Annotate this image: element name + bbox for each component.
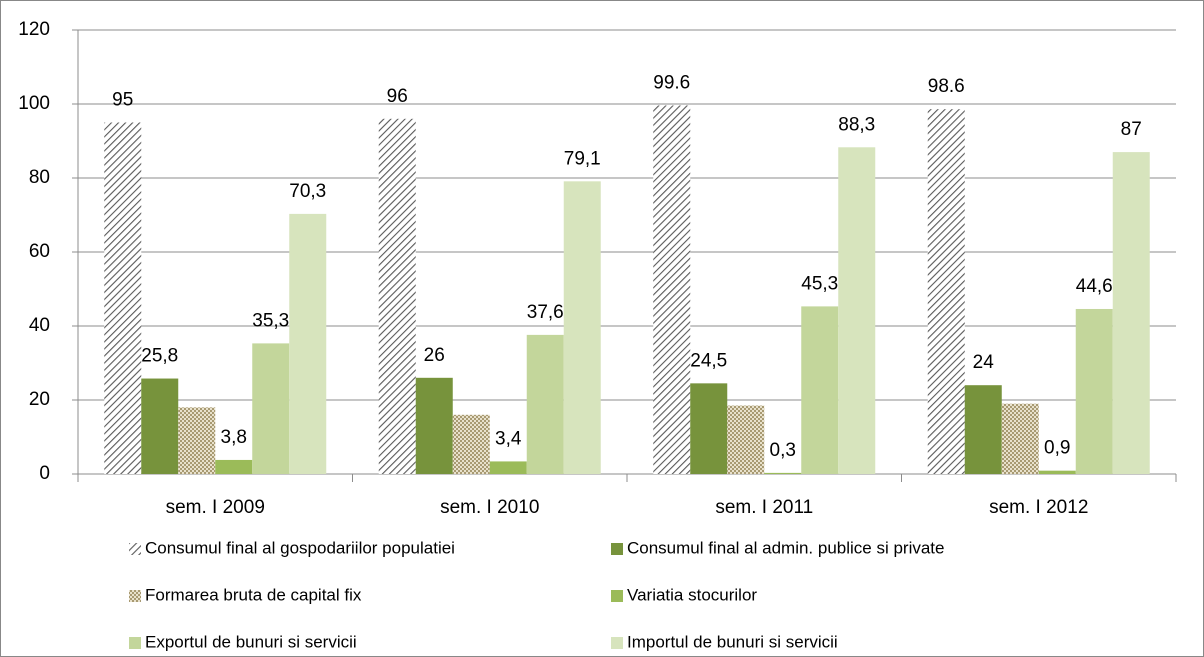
value-label: 79,1 (564, 148, 601, 169)
y-tick-label: 120 (18, 19, 50, 40)
bar (563, 181, 601, 474)
bar (526, 334, 564, 474)
bar (215, 459, 253, 474)
value-label: 0,3 (770, 440, 796, 461)
bar (653, 105, 691, 474)
value-label: 88,3 (838, 114, 875, 135)
value-label: 95 (112, 90, 133, 111)
x-tick-label: sem. I 2011 (715, 497, 813, 518)
value-label: 96 (387, 86, 408, 107)
legend-swatch (129, 543, 141, 555)
legend-label: Exportul de bunuri si servicii (145, 632, 357, 651)
bar (104, 122, 142, 474)
bar (1038, 470, 1076, 474)
x-tick-label: sem. I 2012 (989, 497, 1088, 518)
bar (727, 405, 765, 474)
bar (378, 118, 416, 475)
legend-swatch (611, 543, 623, 555)
legend-label: Variatia stocurilor (627, 585, 757, 604)
y-tick-label: 0 (39, 463, 50, 484)
value-label: 26 (424, 345, 445, 366)
bar (178, 407, 216, 474)
value-label: 45,3 (801, 273, 838, 294)
legend-label: Consumul final al gospodariilor populati… (145, 538, 455, 557)
legend-swatch (611, 590, 623, 602)
value-label: 3,8 (221, 427, 247, 448)
value-label: 44,6 (1076, 276, 1113, 297)
y-tick-label: 100 (18, 93, 50, 114)
y-tick-label: 60 (29, 241, 50, 262)
value-label: 35,3 (252, 310, 289, 331)
bar (1112, 152, 1150, 474)
bar (452, 414, 490, 474)
value-label: 0,9 (1044, 438, 1070, 459)
bar (801, 306, 839, 474)
bar (690, 383, 728, 474)
value-label: 98.6 (928, 76, 965, 97)
bar (838, 147, 876, 475)
value-label: 70,3 (289, 181, 326, 202)
bar (1001, 403, 1039, 474)
bar (289, 213, 327, 474)
value-label: 37,6 (527, 302, 564, 323)
legend-swatch (611, 637, 623, 649)
x-tick-label: sem. I 2010 (440, 497, 539, 518)
value-label: 25,8 (141, 346, 178, 367)
value-label: 87 (1121, 119, 1142, 140)
y-tick-label: 20 (29, 389, 50, 410)
legend-label: Formarea bruta de capital fix (145, 585, 362, 604)
bar (1075, 308, 1113, 474)
legend-label: Importul de bunuri si servicii (627, 632, 838, 651)
bar (927, 109, 965, 475)
bar (764, 472, 802, 474)
value-label: 3,4 (495, 428, 522, 449)
value-label: 24,5 (690, 350, 727, 371)
bar (415, 377, 453, 474)
bar (964, 385, 1002, 474)
bar (141, 378, 179, 474)
value-label: 24 (973, 352, 995, 373)
bar (252, 343, 290, 474)
legend-swatch (129, 590, 141, 602)
legend-swatch (129, 637, 141, 649)
x-tick-label: sem. I 2009 (166, 497, 265, 518)
y-tick-label: 40 (29, 315, 50, 336)
legend-label: Consumul final al admin. publice si priv… (627, 538, 945, 557)
bar (489, 461, 527, 474)
y-tick-label: 80 (29, 167, 50, 188)
value-label: 99.6 (653, 72, 690, 93)
